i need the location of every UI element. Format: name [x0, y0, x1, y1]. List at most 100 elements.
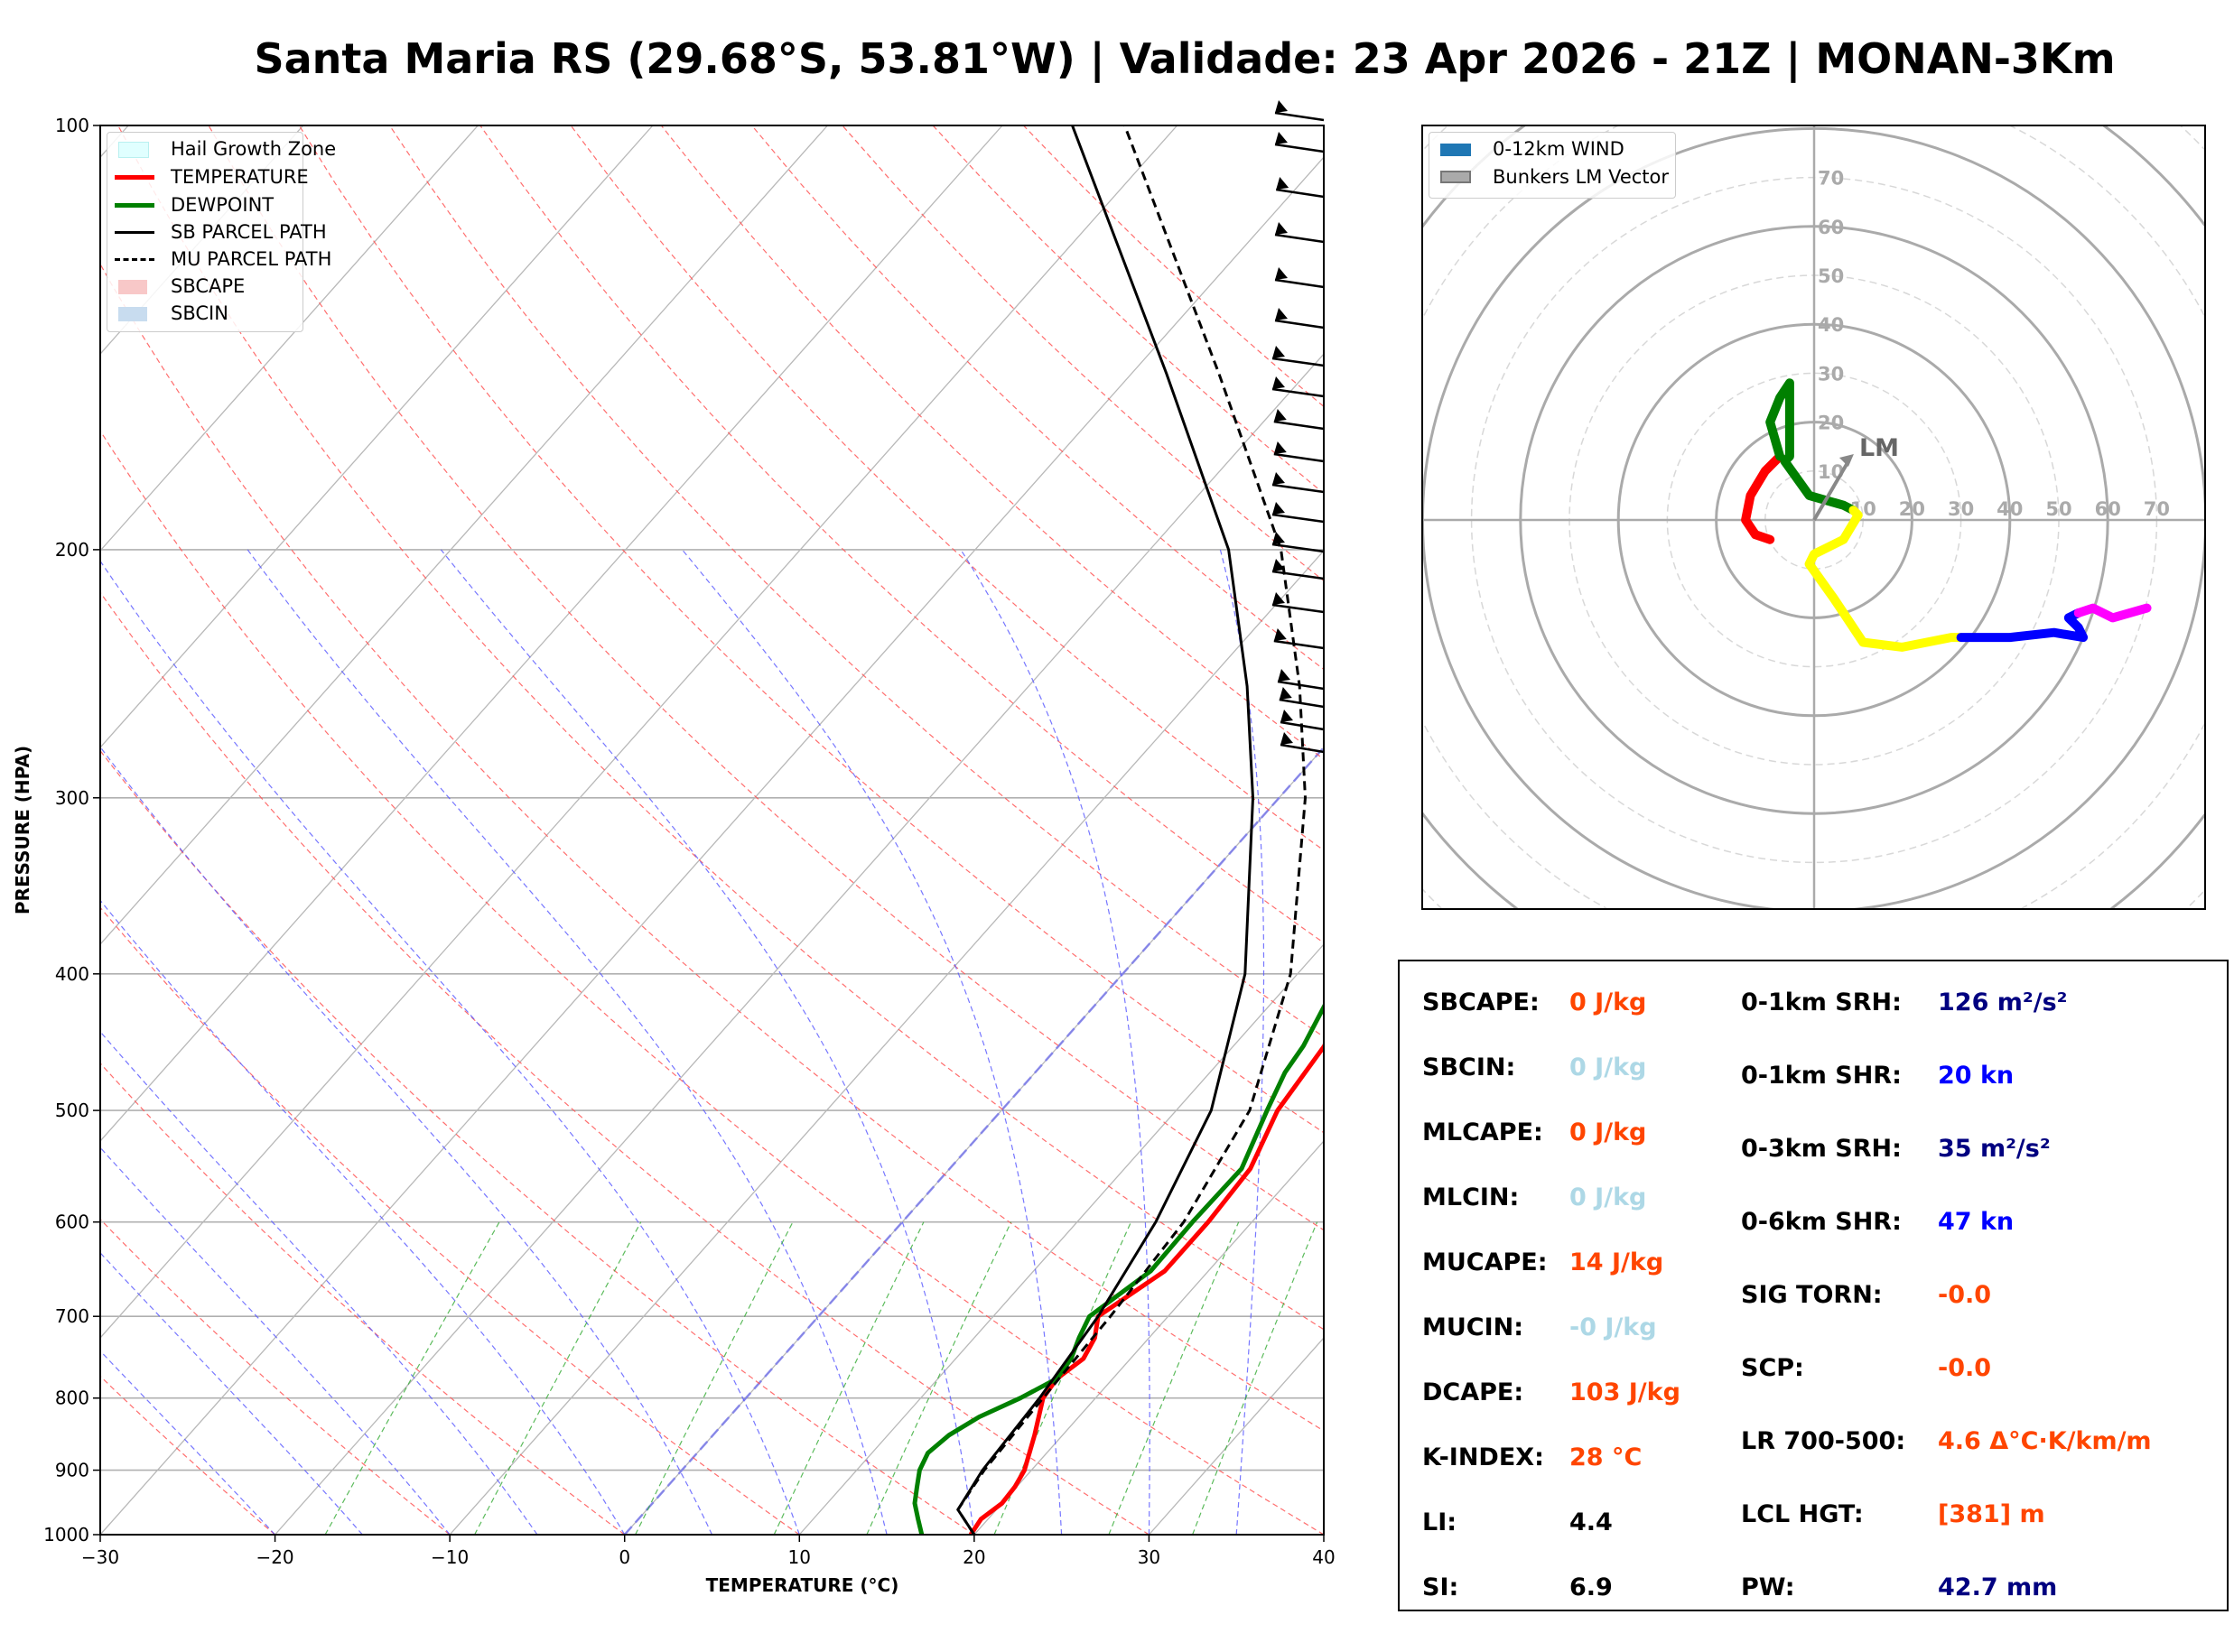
y-tick-label: 500 — [55, 1100, 89, 1121]
lm-label: LM — [1859, 434, 1899, 462]
stat-mucape-label: MUCAPE: — [1422, 1248, 1548, 1276]
wind-barb-staff — [1271, 603, 1325, 614]
wind-barb-flag — [1275, 132, 1288, 144]
legend-item-dewpoint: DEWPOINT — [171, 194, 275, 216]
hodo-y-tick-label: 30 — [1818, 363, 1844, 385]
y-tick-label: 100 — [55, 115, 89, 136]
wind-barb-staff — [1274, 233, 1325, 244]
stat-kindex-value: 28 °C — [1569, 1443, 1643, 1471]
stat-kindex-label: K-INDEX: — [1422, 1443, 1544, 1471]
mixing-ratio-line — [773, 1221, 925, 1535]
wind-barb-flag — [1280, 710, 1293, 722]
legend-swatch-sbcin — [118, 307, 147, 321]
moist-adiabat — [1219, 549, 1265, 1535]
wind-barb-flag — [1280, 732, 1293, 745]
skew-t-frame — [99, 125, 1325, 1536]
wind-barb-staff — [1273, 452, 1325, 463]
wind-barb-staff — [1273, 639, 1325, 650]
wind-barb-flag — [1275, 222, 1288, 235]
freezing-isotherm — [623, 746, 1324, 1535]
wind-barb-staff — [1277, 680, 1325, 691]
mixing-ratio-line — [324, 1221, 500, 1535]
isotherm-line — [449, 550, 1324, 1535]
legend-item-sbcape: SBCAPE — [171, 275, 246, 297]
wind-barb-flag — [1278, 669, 1290, 682]
y-tick-label: 400 — [55, 963, 89, 985]
x-tick-label: 20 — [963, 1546, 985, 1568]
wind-barb-staff — [1271, 387, 1325, 398]
series-mu-parcel-path — [956, 125, 1307, 1535]
y-tick-label: 600 — [55, 1211, 89, 1233]
stat-mucape-value: 14 J/kg — [1569, 1248, 1664, 1276]
y-tick-label: 700 — [55, 1305, 89, 1327]
stat-li-label: LI: — [1422, 1508, 1457, 1536]
x-tick-label: 40 — [1312, 1546, 1335, 1568]
dry-adiabat — [100, 1218, 451, 1535]
y-tick-label: 200 — [55, 539, 89, 561]
dry-adiabat — [100, 906, 800, 1535]
moist-adiabat — [247, 549, 888, 1535]
mixing-ratio-line — [866, 1221, 1012, 1535]
hodograph-legend: 0-12km WIND Bunkers LM Vector — [1429, 132, 1676, 199]
dry-adiabat — [389, 125, 1324, 1038]
stat-mucin-label: MUCIN: — [1422, 1313, 1524, 1341]
x-tick-label: −30 — [81, 1546, 119, 1568]
wind-barb-flag — [1272, 559, 1285, 571]
legend-swatch-mu-parcel — [115, 258, 154, 261]
moist-adiabat — [100, 1251, 363, 1535]
legend-swatch-sb-parcel — [115, 231, 154, 234]
x-tick-label: −10 — [431, 1546, 469, 1568]
hodo-x-tick-label: 70 — [2144, 498, 2170, 520]
wind-barb-staff — [1279, 698, 1325, 709]
legend-item-hail: Hail Growth Zone — [171, 138, 337, 160]
series-sb-parcel-path — [956, 125, 1254, 1535]
dry-adiabat — [100, 430, 1324, 1535]
wind-barb-flag — [1272, 502, 1285, 515]
x-tick-label: 30 — [1138, 1546, 1160, 1568]
stat-shr06-value: 47 kn — [1938, 1208, 2015, 1236]
hodo-x-tick-label: 20 — [1899, 498, 1925, 520]
moist-adiabat — [440, 549, 975, 1535]
wind-barb-flag — [1273, 409, 1287, 422]
wind-barb-staff — [1276, 188, 1325, 199]
skew-t-legend: Hail Growth Zone TEMPERATURE DEWPOINT SB… — [107, 132, 336, 332]
moist-adiabat — [100, 1030, 538, 1535]
stat-srh01-label: 0-1km SRH: — [1741, 988, 1902, 1016]
y-axis-label: PRESSURE (HPA) — [12, 746, 33, 914]
x-axis-label: TEMPERATURE (°C) — [706, 1574, 899, 1596]
y-tick-label: 300 — [55, 787, 89, 809]
stat-shr01-value: 20 kn — [1938, 1062, 2015, 1090]
isotherm-line — [973, 1140, 1324, 1535]
wind-barb-staff — [1271, 483, 1325, 494]
stat-si-label: SI: — [1422, 1573, 1459, 1601]
mixing-ratio-line — [474, 1221, 642, 1535]
legend-item-sbcin: SBCIN — [171, 302, 228, 324]
legend-swatch-temperature — [115, 175, 154, 180]
isotherm-line — [100, 156, 1324, 1535]
hodo-ring — [1227, 0, 2234, 1107]
wind-barb-flag — [1276, 177, 1289, 190]
hodo-x-tick-label: 30 — [1948, 498, 1974, 520]
y-tick-label: 1000 — [43, 1524, 89, 1545]
hodo-y-tick-label: 60 — [1818, 217, 1844, 238]
hodo-y-tick-label: 70 — [1818, 168, 1844, 190]
stat-mlcape-value: 0 J/kg — [1569, 1118, 1647, 1146]
legend-item-lm: Bunkers LM Vector — [1493, 166, 1670, 188]
hodo-x-tick-label: 40 — [1997, 498, 2023, 520]
stat-mlcape-label: MLCAPE: — [1422, 1118, 1543, 1146]
isotherm-line — [100, 125, 479, 552]
dry-adiabat — [100, 749, 975, 1535]
stat-dcape-label: DCAPE: — [1422, 1378, 1524, 1406]
wind-barb-flag — [1275, 308, 1288, 320]
stat-sbcape-value: 0 J/kg — [1569, 988, 1647, 1016]
stat-lr-label: LR 700-500: — [1741, 1427, 1906, 1455]
stat-li-value: 4.4 — [1569, 1508, 1613, 1536]
stat-lcl-value: [381] m — [1938, 1500, 2045, 1528]
isotherm-line — [100, 125, 654, 749]
wind-barb-flag — [1275, 100, 1288, 113]
legend-item-mu-parcel: MU PARCEL PATH — [171, 248, 332, 270]
hodo-y-tick-label: 40 — [1818, 314, 1844, 336]
wind-barb-staff — [1274, 111, 1325, 122]
stat-pw-value: 42.7 mm — [1938, 1573, 2058, 1601]
